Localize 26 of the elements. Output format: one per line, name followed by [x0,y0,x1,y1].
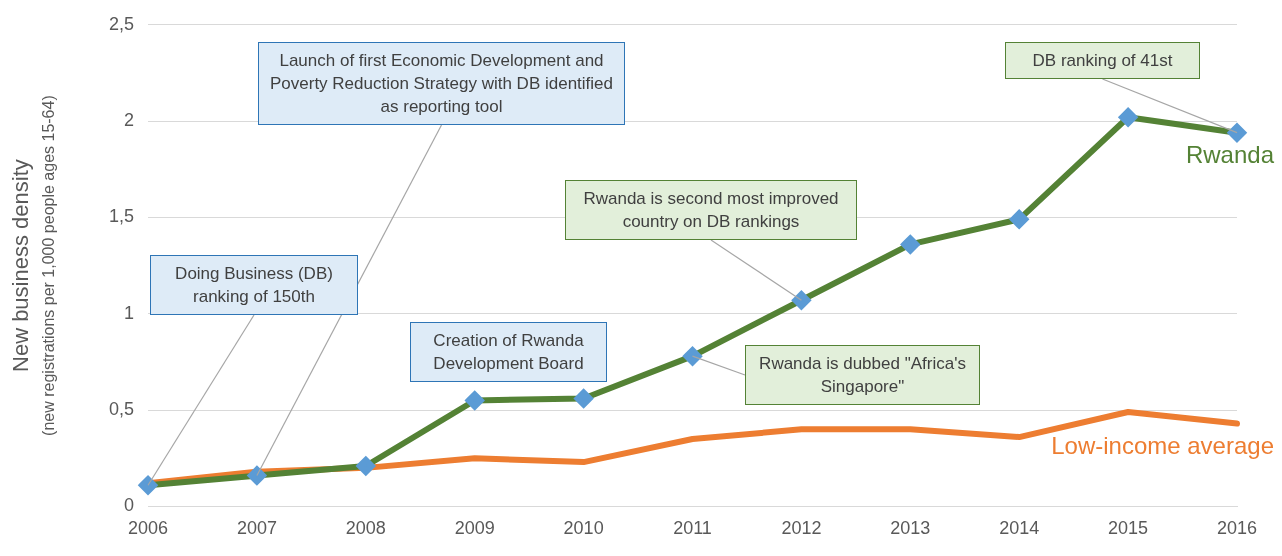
x-tick-label: 2014 [999,518,1040,539]
y-tick-label: 2 [124,110,135,131]
x-tick-label: 2009 [454,518,495,539]
y-tick-label: 0,5 [108,399,135,420]
x-tick-label: 2007 [236,518,277,539]
callout-box: Creation of Rwanda Development Board [410,322,607,382]
x-tick-label: 2008 [345,518,386,539]
x-tick-label: 2011 [673,518,712,539]
y-tick-label: 1,5 [108,206,135,227]
x-tick-label: 2016 [1216,518,1258,539]
callout-box: Rwanda is second most improved country on DB rankings [565,180,857,240]
y-tick-label: 0 [124,495,135,516]
callout-box: DB ranking of 41st [1005,42,1200,79]
y-tick-label: 2,5 [108,13,135,34]
y-axis-title: New business density (new registrations per 1,000 people ages 15-64) [8,95,58,436]
callout-box: Rwanda is dubbed "Africa's Singapore" [745,345,980,405]
y-tick-label: 1 [124,302,135,323]
x-tick-label: 2006 [128,518,169,539]
callout-box: Doing Business (DB) ranking of 150th [150,255,358,315]
x-tick-label: 2010 [563,518,604,539]
callout-box: Launch of first Economic Development and Poverty Reduction Strategy with DB identified as reporting tool [258,42,625,125]
series-label: Low-income average [1051,432,1274,460]
x-tick-label: 2015 [1108,518,1149,539]
x-tick-label: 2013 [890,518,931,539]
x-tick-label: 2012 [781,518,822,539]
series-label: Rwanda [1185,141,1275,169]
